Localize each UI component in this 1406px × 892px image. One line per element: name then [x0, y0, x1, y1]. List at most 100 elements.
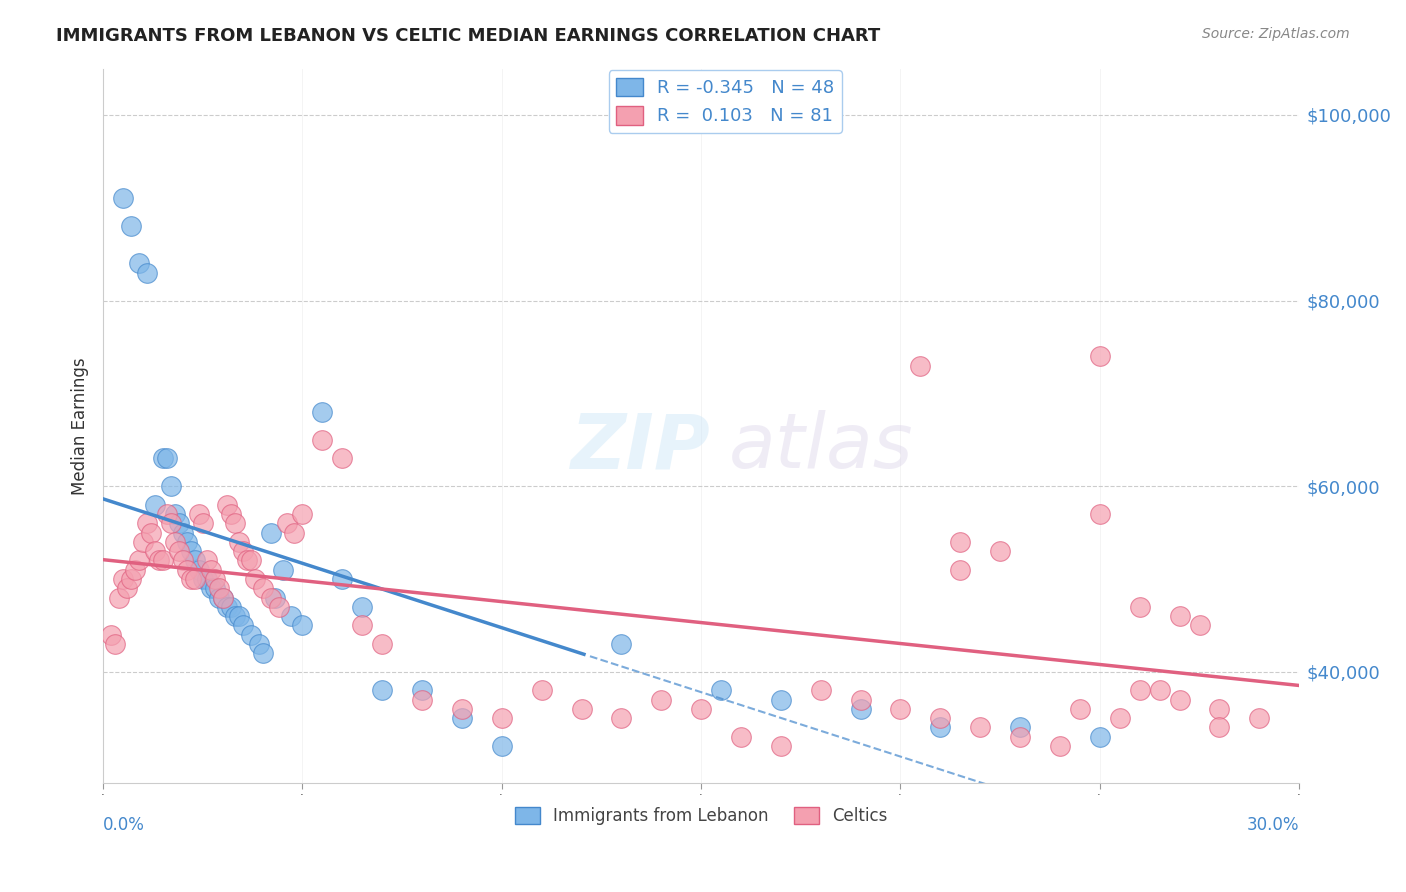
Point: [184, 572, 207, 586]
Point: [156, 451, 179, 466]
Point: [267, 599, 290, 614]
Point: [929, 721, 952, 735]
Point: [1249, 711, 1271, 725]
Point: [187, 563, 209, 577]
Point: [411, 692, 433, 706]
Point: [371, 637, 394, 651]
Point: [191, 516, 214, 531]
Point: [252, 581, 274, 595]
Point: [176, 563, 198, 577]
Point: [710, 683, 733, 698]
Point: [124, 563, 146, 577]
Point: [104, 637, 127, 651]
Point: [263, 591, 285, 605]
Point: [769, 692, 792, 706]
Point: [889, 702, 911, 716]
Point: [176, 534, 198, 549]
Point: [184, 553, 207, 567]
Point: [172, 525, 194, 540]
Point: [224, 516, 246, 531]
Point: [128, 256, 150, 270]
Point: [929, 711, 952, 725]
Point: [252, 646, 274, 660]
Point: [491, 711, 513, 725]
Point: [491, 739, 513, 753]
Point: [1088, 730, 1111, 744]
Point: [136, 516, 159, 531]
Point: [849, 692, 872, 706]
Point: [156, 507, 179, 521]
Point: [1069, 702, 1091, 716]
Y-axis label: Median Earnings: Median Earnings: [72, 357, 89, 495]
Point: [211, 591, 233, 605]
Point: [690, 702, 713, 716]
Point: [239, 628, 262, 642]
Point: [1108, 711, 1130, 725]
Point: [128, 553, 150, 567]
Point: [330, 572, 353, 586]
Point: [949, 563, 972, 577]
Point: [1208, 702, 1230, 716]
Point: [115, 581, 138, 595]
Point: [1168, 609, 1191, 624]
Point: [910, 359, 932, 373]
Point: [276, 516, 298, 531]
Point: [187, 507, 209, 521]
Point: [810, 683, 832, 698]
Point: [172, 553, 194, 567]
Point: [969, 721, 991, 735]
Point: [610, 711, 633, 725]
Point: [1088, 349, 1111, 363]
Point: [530, 683, 553, 698]
Point: [259, 525, 281, 540]
Point: [232, 544, 254, 558]
Point: [330, 451, 353, 466]
Point: [215, 599, 238, 614]
Point: [988, 544, 1011, 558]
Point: [291, 507, 314, 521]
Point: [204, 581, 226, 595]
Point: [219, 507, 242, 521]
Point: [311, 433, 333, 447]
Point: [232, 618, 254, 632]
Point: [167, 544, 190, 558]
Point: [108, 591, 131, 605]
Point: [271, 563, 294, 577]
Point: [224, 609, 246, 624]
Point: [1088, 507, 1111, 521]
Point: [120, 219, 142, 234]
Point: [219, 599, 242, 614]
Text: Source: ZipAtlas.com: Source: ZipAtlas.com: [1202, 27, 1350, 41]
Text: 30.0%: 30.0%: [1247, 815, 1299, 834]
Point: [239, 553, 262, 567]
Point: [1149, 683, 1171, 698]
Point: [211, 591, 233, 605]
Point: [352, 618, 374, 632]
Point: [152, 451, 174, 466]
Point: [451, 711, 474, 725]
Point: [100, 628, 122, 642]
Point: [180, 544, 202, 558]
Point: [180, 572, 202, 586]
Point: [451, 702, 474, 716]
Point: [243, 572, 266, 586]
Point: [1168, 692, 1191, 706]
Point: [228, 534, 250, 549]
Point: [136, 266, 159, 280]
Point: [120, 572, 142, 586]
Point: [371, 683, 394, 698]
Point: [112, 572, 135, 586]
Point: [949, 534, 972, 549]
Point: [1010, 730, 1032, 744]
Point: [160, 479, 183, 493]
Point: [280, 609, 302, 624]
Point: [411, 683, 433, 698]
Point: [208, 581, 231, 595]
Point: [152, 553, 174, 567]
Text: 0.0%: 0.0%: [103, 815, 145, 834]
Legend: Immigrants from Lebanon, Celtics: Immigrants from Lebanon, Celtics: [508, 800, 894, 832]
Point: [1129, 683, 1152, 698]
Point: [204, 572, 226, 586]
Point: [112, 191, 135, 205]
Point: [1010, 721, 1032, 735]
